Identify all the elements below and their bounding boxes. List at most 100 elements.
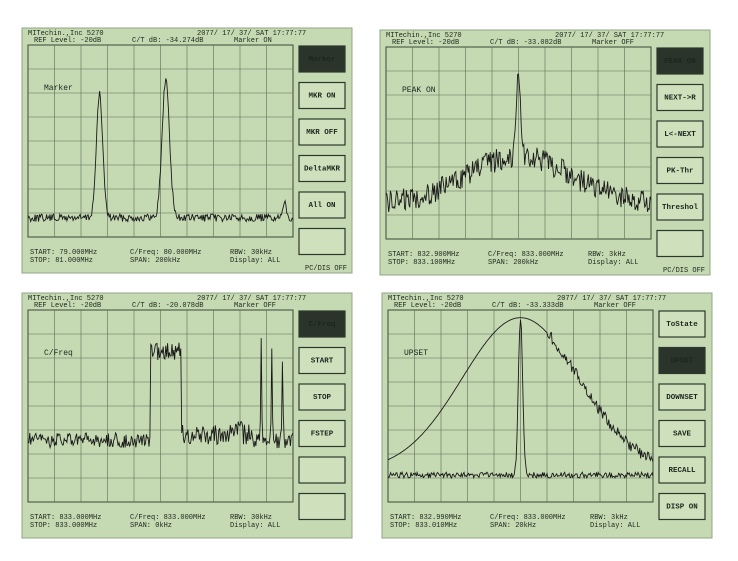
marker-status: Marker OFF [592, 39, 634, 47]
softkey[interactable] [656, 83, 704, 112]
softkey[interactable] [298, 191, 346, 219]
signal-trace [387, 317, 654, 462]
softkey[interactable] [298, 346, 346, 375]
softkey[interactable] [658, 310, 706, 338]
footer-field: C/Freq: 80.000MHz [130, 249, 201, 257]
softkey[interactable] [298, 456, 346, 484]
footer-field: Display: ALL [588, 259, 638, 267]
softkey-label: START [311, 357, 334, 365]
marker-status: Marker OFF [234, 302, 276, 310]
footer-field: C/Freq: 833.000MHz [488, 251, 564, 259]
ct-db: C/T dB: -33.082dB [490, 39, 561, 47]
softkey-label: All ON [308, 202, 335, 210]
softkey-label: PK-Thr [666, 167, 693, 175]
footer-note: PC/DIS OFF [663, 267, 705, 275]
softkey[interactable] [658, 456, 706, 484]
device-title: MITechin.,Inc 5270 [28, 295, 104, 303]
footer-note: PC/DIS OFF [305, 265, 347, 273]
softkey[interactable] [298, 383, 346, 411]
footer-field: RBW: 30kHz [230, 249, 272, 257]
trace-label: Marker [44, 84, 73, 93]
footer-field: START: 833.000MHz [30, 514, 101, 522]
signal-trace [387, 319, 654, 480]
softkey[interactable] [298, 419, 346, 448]
ref-level: REF Level: -20dB [34, 37, 101, 45]
softkey-label: NEXT->R [664, 94, 696, 102]
footer-field: Display: ALL [230, 522, 280, 530]
ct-db: C/T dB: -34.274dB [132, 37, 203, 45]
marker-status: Marker ON [234, 37, 272, 45]
footer-field: SPAN: 20kHz [490, 522, 536, 530]
ref-level: REF Level: -20dB [34, 302, 101, 310]
datetime: 2077/ 17/ 37/ SAT 17:77:77 [197, 295, 306, 303]
footer-field: Display: ALL [590, 522, 640, 530]
ct-db: C/T dB: -33.333dB [492, 302, 563, 310]
softkey-label: STOP [313, 394, 332, 402]
softkey[interactable] [298, 310, 346, 338]
softkey-label: UPSET [671, 357, 694, 365]
softkey[interactable] [656, 229, 704, 258]
softkey[interactable] [298, 45, 346, 73]
softkey-label: C/Freq [308, 321, 335, 329]
softkey-label: RECALL [668, 467, 696, 475]
footer-field: SPAN: 200kHz [130, 257, 180, 265]
softkey-label: Marker [308, 56, 335, 64]
ct-db: C/T dB: -20.078dB [132, 302, 203, 310]
softkey[interactable] [658, 419, 706, 448]
analyzer-screen: MITechin.,Inc 5270 2077/ 17/ 37/ SAT 17:7… [379, 29, 711, 276]
softkey[interactable] [298, 492, 346, 521]
softkey[interactable] [656, 156, 704, 185]
device-title: MITechin.,Inc 5270 [388, 295, 464, 303]
footer-field: STOP: 833.010MHz [390, 522, 457, 530]
datetime: 2077/ 17/ 37/ SAT 17:77:77 [197, 30, 306, 38]
analyzer-screen: MITechin.,Inc 5270 2077/ 17/ 37/ SAT 17:7… [21, 27, 353, 274]
footer-field: RBW: 3kHz [588, 251, 626, 259]
softkey[interactable] [298, 118, 346, 146]
softkey-label: Threshol [662, 204, 699, 212]
softkey[interactable] [656, 47, 704, 75]
footer-field: C/Freq: 833.000MHz [490, 514, 566, 522]
footer-field: C/Freq: 833.000MHz [130, 514, 206, 522]
ref-level: REF Level: -20dB [394, 302, 461, 310]
trace-label: C/Freq [44, 349, 73, 358]
device-title: MITechin.,Inc 5270 [28, 30, 104, 38]
softkey[interactable] [656, 193, 704, 221]
softkey-label: DISP ON [666, 503, 698, 511]
footer-field: SPAN: 0kHz [130, 522, 172, 530]
softkey[interactable] [298, 154, 346, 183]
softkey[interactable] [658, 492, 706, 521]
footer-field: STOP: 833.100MHz [388, 259, 455, 267]
signal-trace [27, 78, 294, 224]
softkey-label: DOWNSET [666, 394, 698, 402]
softkey-label: PEAK ON [664, 58, 696, 66]
marker-status: Marker OFF [594, 302, 636, 310]
trace-label: PEAK ON [402, 86, 436, 95]
footer-field: START: 79.000MHz [30, 249, 97, 257]
softkey-label: ToState [666, 321, 698, 329]
softkey[interactable] [656, 120, 704, 148]
footer-field: STOP: 81.000MHz [30, 257, 93, 265]
softkey-label: FSTEP [311, 430, 334, 438]
footer-field: SPAN: 200kHz [488, 259, 538, 267]
datetime: 2077/ 17/ 37/ SAT 17:77:77 [557, 295, 666, 303]
footer-field: START: 832.900MHz [388, 251, 459, 259]
signal-trace [385, 73, 652, 213]
softkey[interactable] [658, 346, 706, 375]
datetime: 2077/ 17/ 37/ SAT 17:77:77 [555, 32, 664, 40]
softkey-label: SAVE [673, 430, 692, 438]
analyzer-screen: MITechin.,Inc 5270 2077/ 17/ 37/ SAT 17:7… [381, 292, 713, 539]
device-title: MITechin.,Inc 5270 [386, 32, 462, 40]
ref-level: REF Level: -20dB [392, 39, 459, 47]
footer-field: RBW: 30kHz [230, 514, 272, 522]
softkey[interactable] [658, 383, 706, 411]
softkey[interactable] [298, 227, 346, 256]
footer-field: RBW: 3kHz [590, 514, 628, 522]
softkey[interactable] [298, 81, 346, 110]
softkey-label: MKR OFF [306, 129, 338, 137]
footer-field: STOP: 833.000MHz [30, 522, 97, 530]
signal-trace [27, 338, 294, 450]
trace-label: UPSET [404, 349, 428, 358]
softkey-label: MKR ON [308, 92, 335, 100]
